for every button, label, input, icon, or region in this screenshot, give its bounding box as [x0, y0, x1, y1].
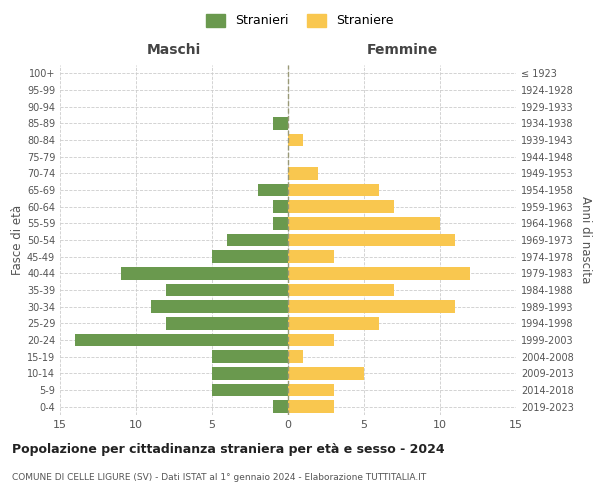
Bar — [288, 184, 379, 196]
Bar — [166, 317, 288, 330]
Bar — [288, 350, 303, 363]
Bar — [75, 334, 288, 346]
Y-axis label: Fasce di età: Fasce di età — [11, 205, 24, 275]
Text: Popolazione per cittadinanza straniera per età e sesso - 2024: Popolazione per cittadinanza straniera p… — [12, 442, 445, 456]
Bar — [288, 200, 394, 213]
Bar — [273, 117, 288, 130]
Bar — [288, 267, 470, 280]
Bar — [227, 234, 288, 246]
Bar — [288, 334, 334, 346]
Bar — [273, 217, 288, 230]
Bar — [151, 300, 288, 313]
Bar — [212, 367, 288, 380]
Bar — [121, 267, 288, 280]
Text: COMUNE DI CELLE LIGURE (SV) - Dati ISTAT al 1° gennaio 2024 - Elaborazione TUTTI: COMUNE DI CELLE LIGURE (SV) - Dati ISTAT… — [12, 472, 426, 482]
Bar — [288, 217, 440, 230]
Bar — [288, 400, 334, 413]
Bar — [288, 300, 455, 313]
Bar — [273, 400, 288, 413]
Bar — [288, 250, 334, 263]
Text: Femmine: Femmine — [367, 44, 437, 58]
Bar — [257, 184, 288, 196]
Text: Maschi: Maschi — [147, 44, 201, 58]
Bar — [212, 384, 288, 396]
Bar — [288, 384, 334, 396]
Legend: Stranieri, Straniere: Stranieri, Straniere — [202, 8, 398, 32]
Bar — [273, 200, 288, 213]
Bar — [288, 317, 379, 330]
Bar — [212, 250, 288, 263]
Bar — [166, 284, 288, 296]
Bar — [212, 350, 288, 363]
Y-axis label: Anni di nascita: Anni di nascita — [579, 196, 592, 284]
Bar — [288, 367, 364, 380]
Bar — [288, 134, 303, 146]
Bar — [288, 284, 394, 296]
Bar — [288, 167, 319, 179]
Bar — [288, 234, 455, 246]
